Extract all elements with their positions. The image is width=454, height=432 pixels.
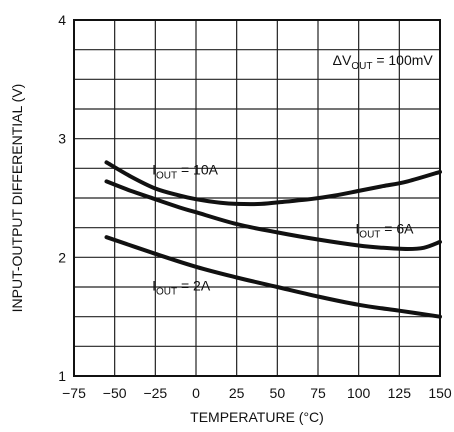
x-tick-label: 150	[428, 385, 452, 401]
x-tick-label: 0	[192, 385, 200, 401]
series-label-0: IOUT = 10A	[152, 161, 219, 181]
x-tick-label: 100	[347, 385, 371, 401]
annotation-suffix: = 100mV	[372, 52, 433, 68]
series-label-1: IOUT = 6A	[355, 221, 414, 241]
x-tick-label: −75	[62, 385, 86, 401]
x-axis-label: TEMPERATURE (°C)	[190, 409, 324, 425]
y-tick-label: 3	[58, 131, 66, 147]
annotation-subscript: OUT	[351, 61, 372, 72]
series-label-2: IOUT = 2A	[152, 278, 211, 298]
x-tick-label: 50	[270, 385, 286, 401]
series-label-suffix: = 2A	[177, 278, 211, 294]
y-axis-label: INPUT-OUTPUT DIFFERENTIAL (V)	[9, 84, 25, 313]
series-line-1	[104, 179, 442, 251]
plot-frame	[73, 19, 441, 377]
series-label-prefix: I	[152, 161, 156, 177]
y-tick-label: 1	[58, 368, 66, 384]
series-label-prefix: I	[152, 278, 156, 294]
x-tick-label: 25	[229, 385, 245, 401]
series-label-subscript: OUT	[359, 230, 380, 241]
x-tick-label: −50	[103, 385, 127, 401]
series-label-subscript: OUT	[156, 287, 177, 298]
grid	[74, 20, 440, 376]
x-tick-label: −25	[143, 385, 167, 401]
x-tick-label: 75	[310, 385, 326, 401]
y-tick-label: 4	[58, 12, 66, 28]
series-label-prefix: I	[355, 221, 359, 237]
series-line-0	[104, 160, 442, 207]
delta-vout-annotation: ΔVOUT = 100mV	[333, 52, 434, 72]
series-line-2	[104, 235, 442, 319]
tick-labels: −75 −50 −25 0 25 50 75 100 125 150 1 2 3 4	[58, 12, 452, 401]
y-tick-label: 2	[58, 249, 66, 265]
series-label-suffix: = 6A	[380, 221, 414, 237]
annotation-prefix: ΔV	[333, 52, 352, 68]
series-label-subscript: OUT	[156, 170, 177, 181]
x-tick-label: 125	[388, 385, 412, 401]
series-label-suffix: = 10A	[177, 161, 219, 177]
